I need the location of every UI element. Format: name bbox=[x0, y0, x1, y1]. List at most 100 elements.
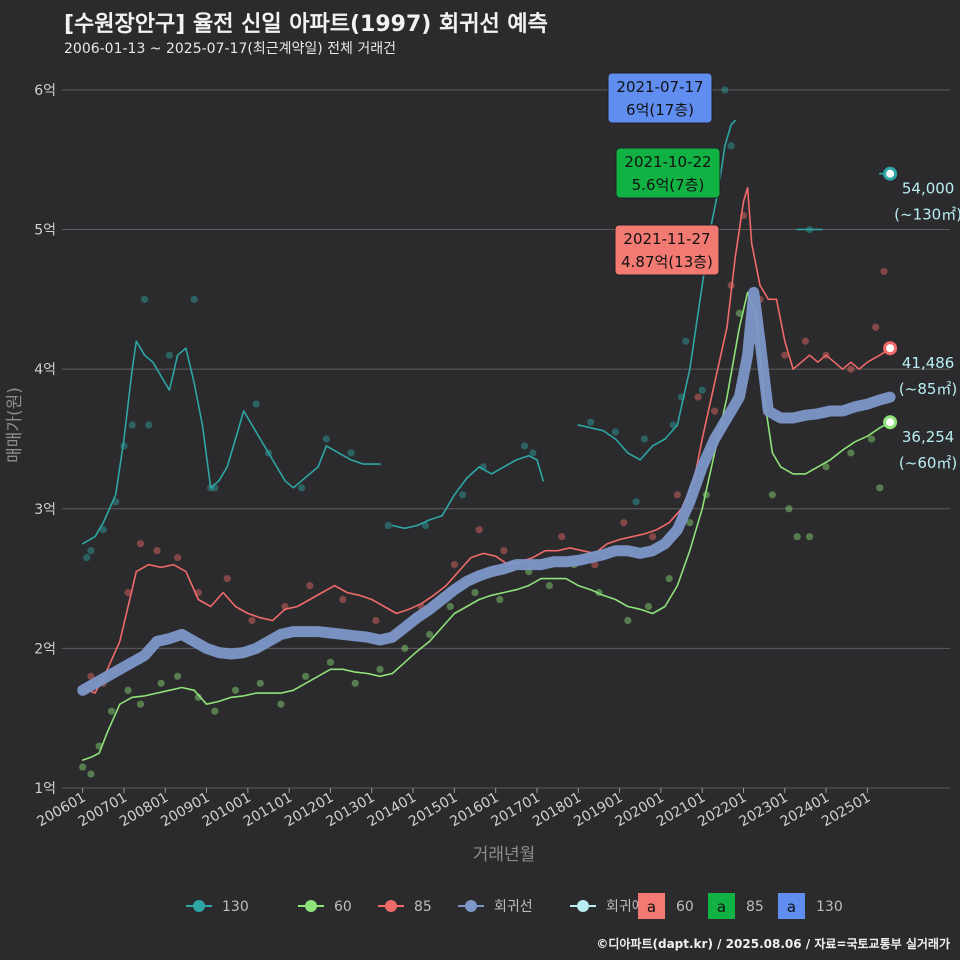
scatter-point-85 bbox=[153, 547, 161, 555]
legend-key-marker bbox=[385, 900, 397, 912]
scatter-point-85 bbox=[174, 554, 182, 562]
scatter-point-130 bbox=[347, 449, 355, 457]
scatter-point-60 bbox=[157, 679, 165, 687]
scatter-point-130 bbox=[682, 337, 690, 345]
scatter-point-60 bbox=[768, 491, 777, 499]
scatter-point-130 bbox=[141, 295, 149, 303]
end-marker-130 bbox=[883, 166, 898, 181]
end-marker-85 bbox=[883, 341, 898, 356]
scatter-point-85 bbox=[620, 519, 628, 527]
y-tick-label: 2억 bbox=[34, 641, 56, 657]
scatter-point-85 bbox=[710, 407, 719, 415]
scatter-point-60 bbox=[277, 700, 285, 708]
scatter-point-60 bbox=[785, 505, 793, 513]
scatter-point-85 bbox=[781, 351, 789, 359]
scatter-point-85 bbox=[694, 393, 702, 401]
series-line-130 bbox=[391, 454, 544, 530]
chart-caption: ©디아파트(dapt.kr) / 2025.08.06 / 자료=국토교통부 실… bbox=[596, 937, 950, 951]
legend-key-marker bbox=[193, 900, 205, 912]
scatter-point-60 bbox=[805, 533, 814, 541]
scatter-point-130 bbox=[87, 547, 95, 555]
legend-box-label: 130 bbox=[816, 899, 843, 915]
scatter-point-85 bbox=[339, 595, 347, 604]
scatter-point-130 bbox=[727, 142, 735, 150]
scatter-point-130 bbox=[640, 435, 648, 443]
scatter-point-85 bbox=[248, 616, 256, 625]
legend-box bbox=[708, 893, 735, 919]
scatter-point-60 bbox=[194, 693, 202, 701]
legend-box-letter: a bbox=[787, 898, 796, 916]
scatter-point-60 bbox=[231, 686, 240, 694]
scatter-point-85 bbox=[136, 540, 145, 548]
y-tick-label: 6억 bbox=[34, 83, 56, 99]
scatter-point-130 bbox=[297, 484, 306, 492]
scatter-point-60 bbox=[425, 630, 434, 639]
series-line-130 bbox=[577, 119, 736, 461]
scatter-point-130 bbox=[698, 386, 706, 394]
end-marker-60 bbox=[883, 415, 898, 430]
peak-label-price: 6억(17층) bbox=[626, 101, 694, 119]
scatter-point-130 bbox=[632, 498, 640, 506]
scatter-point-85 bbox=[847, 365, 855, 373]
legend-key-marker bbox=[465, 900, 477, 912]
end-area-label: (~60㎡) bbox=[899, 454, 957, 472]
end-area-label: (~130㎡) bbox=[894, 206, 960, 224]
scatter-point-85 bbox=[223, 574, 231, 583]
y-tick-label: 1억 bbox=[34, 781, 56, 797]
scatter-point-60 bbox=[136, 700, 145, 708]
scatter-point-60 bbox=[256, 679, 264, 687]
scatter-point-85 bbox=[558, 533, 566, 541]
scatter-point-60 bbox=[351, 679, 359, 687]
y-tick-label: 3억 bbox=[34, 502, 56, 518]
peak-label-box bbox=[607, 72, 713, 124]
scatter-point-60 bbox=[644, 602, 653, 611]
scatter-point-60 bbox=[545, 581, 553, 590]
scatter-point-85 bbox=[500, 547, 508, 555]
end-value-label: 54,000 bbox=[902, 180, 955, 198]
scatter-point-130 bbox=[83, 554, 91, 562]
scatter-point-60 bbox=[496, 595, 504, 604]
chart-subtitle: 2006-01-13 ~ 2025-07-17(최근계약일) 전체 거래건 bbox=[64, 41, 396, 57]
scatter-point-130 bbox=[99, 526, 107, 534]
scatter-point-60 bbox=[107, 707, 116, 715]
scatter-point-130 bbox=[587, 418, 595, 426]
scatter-point-60 bbox=[326, 658, 335, 666]
legend-key-marker bbox=[305, 900, 317, 912]
scatter-point-60 bbox=[665, 574, 673, 583]
scatter-point-130 bbox=[721, 86, 729, 94]
scatter-point-130 bbox=[520, 442, 529, 450]
scatter-point-130 bbox=[165, 351, 173, 359]
scatter-point-85 bbox=[801, 337, 810, 345]
legend-box-letter: a bbox=[717, 898, 726, 916]
scatter-point-85 bbox=[124, 588, 132, 597]
end-value-label: 41,486 bbox=[902, 354, 955, 372]
end-value-label: 36,254 bbox=[902, 428, 955, 446]
scatter-point-60 bbox=[79, 763, 87, 771]
scatter-point-60 bbox=[876, 484, 884, 492]
scatter-point-60 bbox=[847, 449, 855, 457]
scatter-point-60 bbox=[174, 672, 182, 680]
y-tick-label: 5억 bbox=[34, 223, 56, 239]
scatter-point-85 bbox=[87, 672, 95, 680]
scatter-point-60 bbox=[376, 665, 384, 673]
scatter-point-85 bbox=[649, 533, 657, 541]
scatter-point-130 bbox=[252, 400, 260, 408]
legend-box-label: 85 bbox=[746, 899, 764, 915]
scatter-point-60 bbox=[735, 309, 743, 317]
scatter-point-60 bbox=[211, 707, 219, 715]
scatter-point-60 bbox=[624, 616, 632, 625]
y-tick-label: 4억 bbox=[34, 362, 56, 378]
legend-box bbox=[638, 893, 665, 919]
scatter-point-60 bbox=[302, 672, 310, 680]
scatter-point-130 bbox=[459, 491, 467, 499]
scatter-point-130 bbox=[128, 421, 136, 429]
scatter-point-130 bbox=[190, 295, 198, 303]
scatter-point-60 bbox=[686, 519, 694, 527]
scatter-point-85 bbox=[372, 616, 380, 625]
scatter-point-60 bbox=[822, 463, 830, 471]
legend-label-85: 85 bbox=[414, 899, 432, 915]
legend-key-marker bbox=[577, 900, 589, 912]
scatter-point-130 bbox=[529, 449, 537, 457]
scatter-point-85 bbox=[673, 491, 682, 499]
